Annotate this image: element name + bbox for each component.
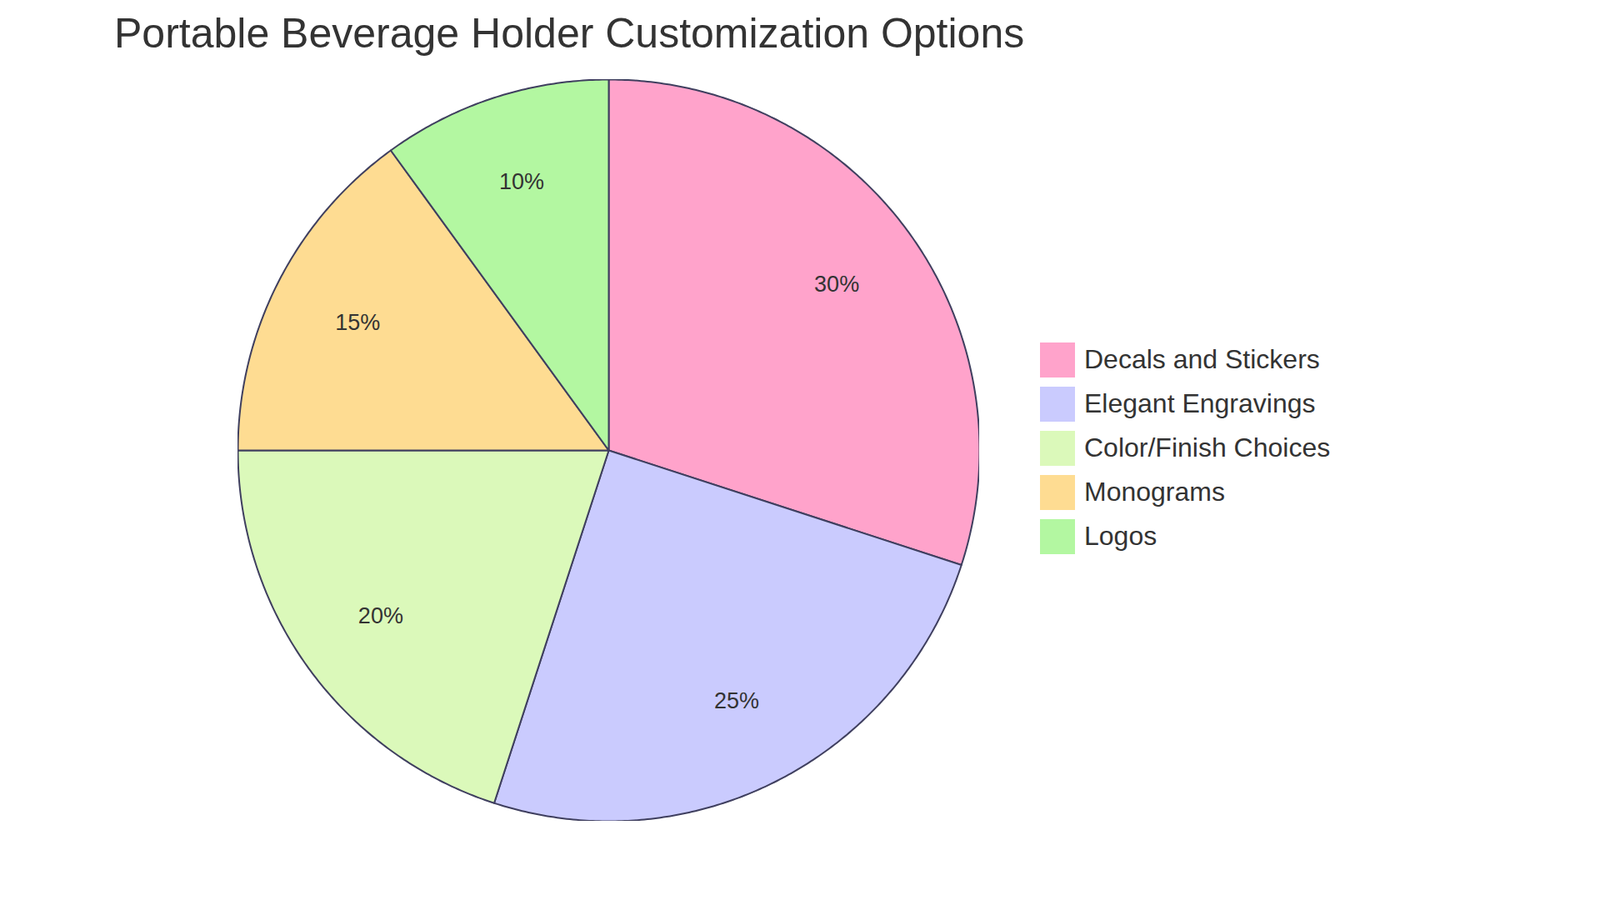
svg-text:30%: 30% [814, 271, 860, 297]
html-text:Monograms: Monograms [1084, 476, 1225, 507]
svg-text:10%: 10% [499, 169, 545, 195]
svg-text:20%: 20% [358, 603, 404, 629]
html-text:Elegant Engravings: Elegant Engravings [1084, 388, 1316, 419]
svg-text:25%: 25% [714, 688, 760, 714]
html-text:Color/Finish Choices: Color/Finish Choices [1084, 432, 1331, 463]
svg-text:15%: 15% [335, 310, 380, 335]
html-text:Decals and Stickers: Decals and Stickers [1084, 344, 1320, 375]
html-text:Logos: Logos [1084, 520, 1157, 551]
html-text:Portable Beverage Holder Custo: Portable Beverage Holder Customization O… [114, 10, 1025, 57]
